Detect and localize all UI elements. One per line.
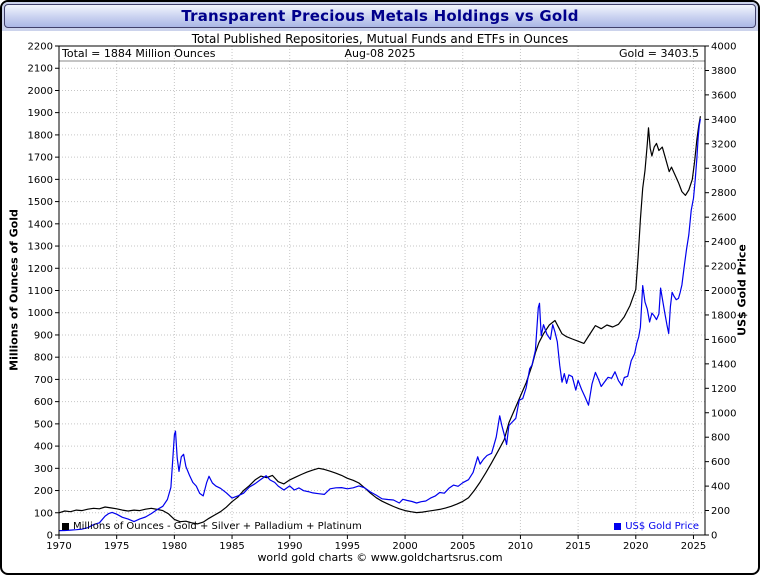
date-annotation: Aug-08 2025 <box>344 47 416 60</box>
svg-text:1100: 1100 <box>28 286 53 297</box>
plot-border <box>58 45 706 536</box>
svg-text:1600: 1600 <box>711 335 736 346</box>
svg-text:400: 400 <box>34 442 53 453</box>
svg-text:1600: 1600 <box>28 175 53 186</box>
svg-text:2400: 2400 <box>711 237 736 248</box>
svg-text:100: 100 <box>34 508 53 519</box>
chart-subtitle: Total Published Repositories, Mutual Fun… <box>191 32 569 46</box>
total-holdings-annotation: Total = 1884 Million Ounces <box>62 47 216 60</box>
legend-holdings-label: Millions of Ounces - Gold + Silver + Pal… <box>73 521 362 532</box>
svg-text:2000: 2000 <box>392 541 417 552</box>
svg-text:1985: 1985 <box>219 541 244 552</box>
svg-text:300: 300 <box>34 464 53 475</box>
svg-text:800: 800 <box>34 353 53 364</box>
svg-text:1975: 1975 <box>104 541 129 552</box>
svg-text:2800: 2800 <box>711 188 736 199</box>
svg-text:0: 0 <box>711 531 717 542</box>
svg-text:200: 200 <box>34 486 53 497</box>
svg-text:1200: 1200 <box>28 264 53 275</box>
svg-text:1900: 1900 <box>28 108 53 119</box>
series-line-1 <box>58 118 701 532</box>
svg-text:1400: 1400 <box>28 219 53 230</box>
svg-text:200: 200 <box>711 506 730 517</box>
svg-text:3600: 3600 <box>711 90 736 101</box>
right-axis-title: US$ Gold Price <box>735 244 749 336</box>
svg-text:2200: 2200 <box>711 262 736 273</box>
svg-text:2200: 2200 <box>28 42 53 53</box>
tick-labels: 0 100 200 300 400 500 600 700 800 900 1000 1100 1200… <box>28 42 737 553</box>
legend-gold-price: US$ Gold Price <box>614 521 699 532</box>
svg-text:500: 500 <box>34 419 53 430</box>
left-axis-title: Millions of Ounces of Gold <box>7 209 21 371</box>
svg-text:2005: 2005 <box>450 541 475 552</box>
svg-text:1970: 1970 <box>46 541 71 552</box>
header-strip: Transparent Precious Metals Holdings vs … <box>2 2 758 31</box>
svg-text:2000: 2000 <box>28 86 53 97</box>
svg-text:3000: 3000 <box>711 164 736 175</box>
tick-marks <box>55 45 709 539</box>
svg-text:700: 700 <box>34 375 53 386</box>
gold-price-annotation: Gold = 3403.5 <box>619 47 699 60</box>
chart-title-bar: Transparent Precious Metals Holdings vs … <box>4 4 756 28</box>
svg-text:2600: 2600 <box>711 213 736 224</box>
svg-text:2000: 2000 <box>711 286 736 297</box>
svg-text:2020: 2020 <box>623 541 648 552</box>
legend-holdings: Millions of Ounces - Gold + Silver + Pal… <box>62 521 362 532</box>
svg-text:800: 800 <box>711 433 730 444</box>
svg-text:1980: 1980 <box>162 541 187 552</box>
svg-text:400: 400 <box>711 482 730 493</box>
svg-text:3200: 3200 <box>711 139 736 150</box>
svg-text:1000: 1000 <box>28 308 53 319</box>
svg-text:2100: 2100 <box>28 64 53 75</box>
gridlines <box>59 46 705 535</box>
svg-text:3800: 3800 <box>711 66 736 77</box>
svg-text:2025: 2025 <box>681 541 706 552</box>
svg-text:600: 600 <box>711 457 730 468</box>
svg-text:600: 600 <box>34 397 53 408</box>
svg-text:2010: 2010 <box>508 541 533 552</box>
legend-gold-price-label: US$ Gold Price <box>625 521 699 532</box>
gold-price-legend-swatch-icon <box>614 523 622 530</box>
svg-text:1800: 1800 <box>28 130 53 141</box>
chart-caption: world gold charts © www.goldchartsrus.co… <box>257 551 503 564</box>
series-line-0 <box>58 116 701 525</box>
svg-text:0: 0 <box>47 531 53 542</box>
svg-text:1300: 1300 <box>28 242 53 253</box>
svg-text:3400: 3400 <box>711 115 736 126</box>
svg-text:1700: 1700 <box>28 153 53 164</box>
svg-text:1990: 1990 <box>277 541 302 552</box>
holdings-legend-swatch-icon <box>62 523 69 530</box>
svg-text:1500: 1500 <box>28 197 53 208</box>
svg-text:1995: 1995 <box>335 541 360 552</box>
svg-text:4000: 4000 <box>711 42 736 53</box>
svg-text:1000: 1000 <box>711 408 736 419</box>
svg-text:1800: 1800 <box>711 310 736 321</box>
svg-text:1400: 1400 <box>711 359 736 370</box>
svg-text:900: 900 <box>34 330 53 341</box>
svg-text:1200: 1200 <box>711 384 736 395</box>
svg-text:2015: 2015 <box>565 541 590 552</box>
plot-background <box>59 46 705 535</box>
chart-title: Transparent Precious Metals Holdings vs … <box>181 7 579 25</box>
